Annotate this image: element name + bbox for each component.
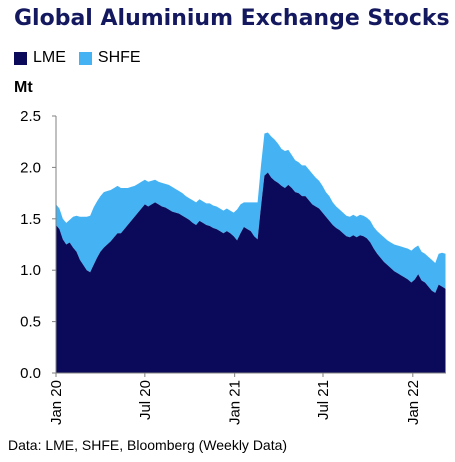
x-tick-label: Jan 20 [48, 380, 65, 425]
x-tick-label: Jan 22 [405, 380, 422, 425]
chart-title: Global Aluminium Exchange Stocks [14, 6, 450, 31]
legend-item-lme: LME [14, 49, 66, 67]
legend-label-shfe: SHFE [97, 49, 141, 66]
legend-swatch-lme [14, 51, 27, 65]
area-series-lme [56, 172, 446, 373]
legend-item-shfe: SHFE [78, 49, 141, 67]
legend-swatch-shfe [78, 51, 92, 65]
y-tick-label: 2.0 [20, 159, 41, 176]
x-tick-label: Jul 20 [137, 380, 154, 420]
legend: LME SHFE [14, 49, 154, 67]
area-series-shfe [56, 132, 446, 293]
source-note: Data: LME, SHFE, Bloomberg (Weekly Data) [8, 437, 288, 453]
y-tick-label: 2.5 [20, 108, 41, 125]
y-axis-unit-label: Mt [14, 79, 33, 96]
x-tick-label: Jul 21 [315, 380, 332, 420]
y-tick-label: 0.5 [20, 314, 41, 331]
y-tick-label: 0.0 [20, 365, 41, 382]
x-tick-label: Jan 21 [227, 380, 244, 425]
y-tick-label: 1.5 [20, 211, 41, 228]
y-tick-label: 1.0 [20, 262, 41, 279]
legend-label-lme: LME [33, 49, 66, 66]
